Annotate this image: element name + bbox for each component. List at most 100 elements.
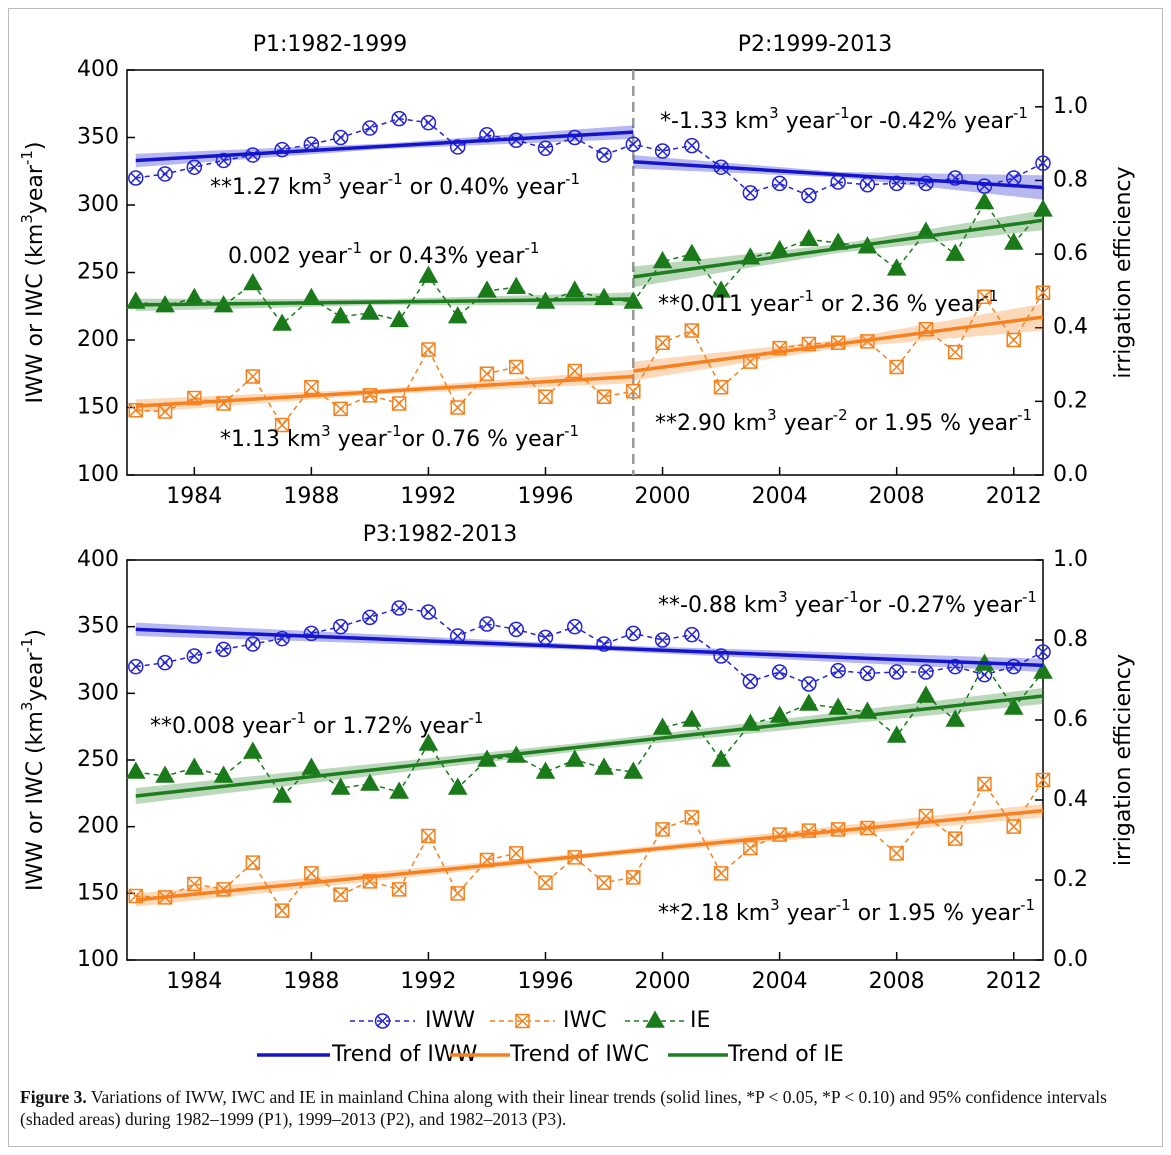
annotation: *1.13 km3 year-1or 0.76 % year-1 [220,422,579,453]
data-point [623,761,644,779]
y2-tick-label: 0.6 [1053,241,1088,266]
data-point [1035,285,1051,300]
legend-marker [374,1013,391,1029]
data-point [243,273,263,291]
data-point [157,654,173,671]
annotation-part: -1 [388,170,403,188]
data-point [1035,644,1051,660]
trend-line [633,218,1044,279]
annotation-part: year [777,411,834,436]
data-point [362,120,378,136]
annotation-part: **0.008 year [150,714,292,739]
trend-line [633,315,1044,373]
x-tick-label: 1996 [517,969,573,994]
data-point [596,875,612,890]
x-tick-label: 1984 [166,969,222,994]
data-point [477,280,497,298]
data-point [684,626,700,643]
annotation-part: **1.27 km [210,175,322,200]
data-point [1033,661,1053,679]
data-point [418,733,439,751]
data-point [626,384,641,399]
annotation: **2.90 km3 year-2 or 1.95 % year-1 [655,406,1032,437]
data-point [215,641,232,658]
data-point [742,673,759,690]
annotation-part: or 0.76 % year [402,427,565,452]
legend-marker [645,1010,665,1028]
x-tick-label: 2000 [635,484,691,509]
data-point [799,228,819,247]
y2-tick-label: 0.8 [1053,167,1088,192]
data-point [187,876,202,892]
annotation-part: -1 [1017,406,1032,424]
annotation-part: year [779,109,836,134]
y2-tick-label: 0.6 [1053,707,1088,732]
annotation-part: **-0.88 km [658,593,778,618]
data-point [1006,332,1021,348]
data-point [801,676,817,692]
y-tick-label: 150 [77,395,119,420]
data-point [682,709,702,727]
y-axis-label-part: -1 [18,150,36,165]
annotation: **2.18 km3 year-1 or 1.95 % year-1 [658,896,1035,927]
y-axis-label-part: -1 [18,638,36,653]
trend-line [135,808,1044,902]
data-point [479,616,495,632]
legend-label: IWW [425,1008,475,1033]
annotation: *-1.33 km3 year-1or -0.42% year-1 [660,104,1028,135]
y2-tick-label: 0.4 [1053,787,1088,812]
y-axis-label-part: ) [23,142,48,151]
data-point [360,773,380,791]
annotation-part: -1 [1022,588,1037,606]
y-axis-label-part: 3 [18,702,36,712]
data-point [421,342,436,357]
y2-tick-label: 1.0 [1053,94,1088,119]
data-point [1035,155,1051,171]
y-tick-label: 250 [77,747,119,772]
data-point [713,866,729,881]
y-tick-label: 400 [77,547,119,572]
data-point [799,693,819,711]
data-point [508,846,524,861]
data-point [594,757,614,775]
data-point [1035,772,1051,788]
panel-title: P2:1999-2013 [738,32,893,57]
data-point [769,705,790,723]
x-tick-label: 2008 [869,969,925,994]
annotation-part: 0.002 year [228,244,348,269]
data-point [711,749,731,767]
annotation-part: **0.011 year [658,292,800,317]
y-axis-label: IWW or IWC (km3year-1) [18,629,49,891]
annotation-part: **2.90 km [655,411,767,436]
data-point [157,166,173,182]
x-tick-label: 1992 [400,484,456,509]
data-point [304,866,319,881]
panel-title: P1:1982-1999 [253,32,408,57]
y2-axis-label: irrigation efficiency [1111,654,1136,866]
annotation-part: year [788,593,845,618]
data-point [245,369,261,384]
data-point [186,648,203,664]
data-point [652,717,673,735]
annotation-part: or 0.43% year [362,244,525,269]
data-point [391,600,407,616]
annotation-part: year [331,427,388,452]
data-point [684,810,700,825]
annotation-part: -1 [468,709,483,727]
data-point [447,777,468,795]
legend-marker [515,1013,530,1029]
data-point [682,243,702,261]
caption: Figure 3. Variations of IWW, IWC and IE … [20,1086,1150,1130]
annotation: **0.011 year-1 or 2.36 % year-1 [658,287,998,318]
data-point [1006,819,1021,834]
x-tick-label: 2008 [869,484,925,509]
data-point [654,143,671,159]
data-point [418,265,439,283]
data-point [420,604,437,620]
data-point [771,664,788,680]
annotation-part: -1 [524,239,539,257]
panel-title: P3:1982-2013 [363,522,518,547]
data-point [391,396,407,411]
annotation: **-0.88 km3 year-1or -0.27% year-1 [658,588,1037,619]
data-point [389,781,409,799]
